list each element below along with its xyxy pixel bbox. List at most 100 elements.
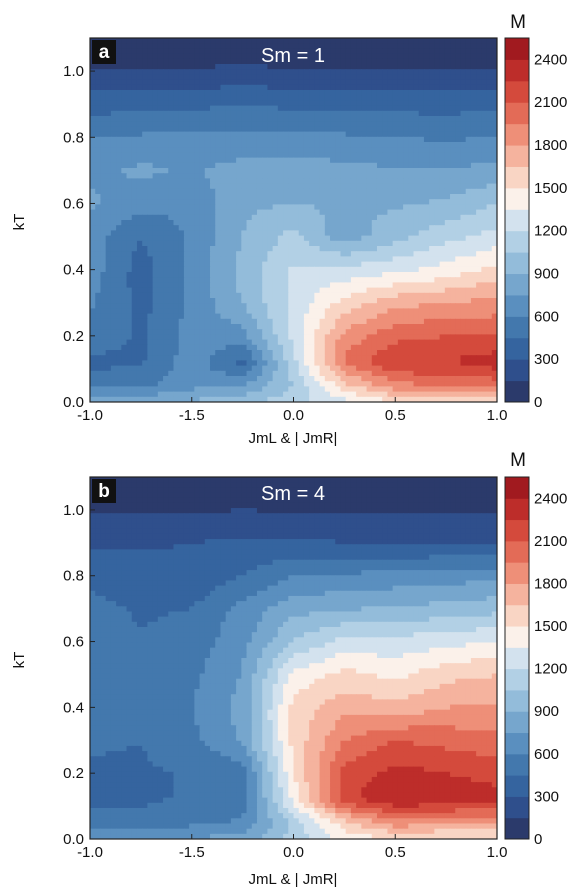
contour-cell (486, 95, 493, 101)
contour-cell (288, 188, 295, 195)
contour-cell (460, 225, 467, 231)
contour-cell (444, 178, 451, 185)
contour-cell (272, 194, 279, 200)
contour-cell (309, 220, 315, 226)
contour-cell (340, 38, 347, 44)
contour-cell (147, 339, 154, 346)
contour-cell (157, 90, 164, 96)
contour-cell (303, 110, 310, 117)
contour-cell (350, 53, 357, 60)
contour-cell (152, 183, 159, 190)
contour-cell (418, 183, 425, 190)
contour-cell (314, 235, 321, 242)
contour-cell (397, 308, 404, 315)
contour-cell (220, 173, 227, 179)
contour-cell (350, 90, 357, 96)
contour-cell (215, 74, 222, 81)
contour-cell (204, 235, 211, 242)
contour-cell (382, 64, 389, 70)
contour-cell (283, 152, 289, 159)
contour-cell (450, 90, 456, 96)
contour-cell (183, 168, 190, 174)
contour-cell (309, 147, 315, 153)
contour-cell (283, 214, 289, 221)
contour-cell (204, 256, 211, 263)
contour-cell (283, 147, 289, 153)
contour-cell (199, 339, 206, 346)
contour-cell (392, 256, 399, 263)
contour-cell (183, 105, 190, 112)
contour-cell (491, 188, 497, 195)
contour-cell (131, 256, 138, 263)
contour-cell (168, 116, 175, 122)
contour-cell (418, 365, 425, 372)
contour-cell (366, 324, 373, 330)
contour-cell (439, 225, 446, 231)
contour-cell (262, 162, 269, 169)
contour-cell (256, 38, 263, 44)
contour-cell (387, 324, 394, 330)
contour-cell (236, 277, 242, 283)
contour-cell (147, 64, 154, 70)
contour-cell (293, 360, 300, 367)
contour-cell (397, 350, 404, 356)
contour-cell (183, 38, 190, 44)
contour-cell (283, 360, 289, 367)
contour-cell (100, 318, 107, 325)
contour-cell (121, 292, 128, 299)
contour-cell (210, 261, 216, 268)
contour-cell (199, 350, 206, 356)
contour-cell (225, 240, 232, 247)
contour-cell (110, 90, 117, 96)
contour-cell (178, 105, 185, 112)
contour-cell (371, 339, 378, 346)
contour-cell (319, 308, 326, 315)
contour-cell (100, 355, 107, 361)
contour-cell (371, 110, 378, 117)
contour-cell (215, 69, 222, 75)
contour-cell (288, 157, 295, 164)
contour-cell (168, 157, 175, 164)
contour-cell (376, 183, 383, 190)
contour-cell (178, 121, 185, 127)
contour-cell (444, 313, 451, 320)
contour-cell (319, 178, 326, 185)
contour-cell (121, 298, 128, 304)
contour-cell (476, 53, 482, 60)
contour-cell (262, 121, 269, 127)
contour-cell (366, 204, 373, 211)
contour-cell (460, 313, 467, 320)
contour-cell (465, 100, 472, 107)
contour-cell (319, 79, 326, 86)
contour-cell (418, 69, 425, 75)
contour-cell (126, 344, 133, 351)
contour-cell (371, 58, 378, 65)
contour-cell (173, 95, 180, 101)
contour-cell (131, 178, 138, 185)
contour-cell (345, 350, 352, 356)
contour-cell (298, 74, 305, 81)
contour-cell (330, 318, 336, 325)
contour-cell (486, 147, 493, 153)
contour-cell (387, 142, 394, 148)
contour-cell (371, 194, 378, 200)
contour-cell (173, 152, 180, 159)
contour-cell (241, 282, 248, 289)
contour-cell (142, 121, 148, 127)
contour-cell (277, 365, 284, 372)
contour-cell (90, 74, 96, 81)
contour-cell (324, 100, 331, 107)
contour-cell (481, 303, 488, 309)
contour-cell (173, 225, 180, 231)
contour-cell (131, 360, 138, 367)
contour-cell (246, 121, 253, 127)
contour-cell (423, 292, 430, 299)
contour-cell (147, 334, 154, 341)
contour-cell (121, 131, 128, 138)
contour-cell (220, 282, 227, 289)
contour-cell (90, 329, 96, 335)
contour-cell (230, 147, 237, 153)
contour-cell (204, 121, 211, 127)
contour-cell (147, 365, 154, 372)
contour-cell (397, 355, 404, 361)
